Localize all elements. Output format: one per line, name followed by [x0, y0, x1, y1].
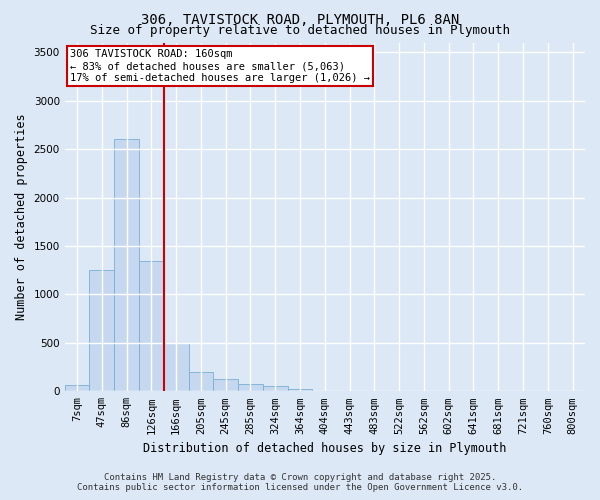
Bar	[287, 390, 313, 392]
Bar	[114, 140, 139, 392]
Text: Contains HM Land Registry data © Crown copyright and database right 2025.
Contai: Contains HM Land Registry data © Crown c…	[77, 473, 523, 492]
Bar	[139, 260, 164, 392]
Y-axis label: Number of detached properties: Number of detached properties	[15, 114, 28, 320]
Bar	[188, 372, 214, 392]
X-axis label: Distribution of detached houses by size in Plymouth: Distribution of detached houses by size …	[143, 442, 506, 455]
Bar	[164, 343, 188, 392]
Bar	[214, 378, 238, 392]
Bar	[65, 386, 89, 392]
Bar	[238, 384, 263, 392]
Bar	[263, 386, 287, 392]
Text: Size of property relative to detached houses in Plymouth: Size of property relative to detached ho…	[90, 24, 510, 37]
Text: 306, TAVISTOCK ROAD, PLYMOUTH, PL6 8AN: 306, TAVISTOCK ROAD, PLYMOUTH, PL6 8AN	[141, 12, 459, 26]
Bar	[89, 270, 114, 392]
Text: 306 TAVISTOCK ROAD: 160sqm
← 83% of detached houses are smaller (5,063)
17% of s: 306 TAVISTOCK ROAD: 160sqm ← 83% of deta…	[70, 50, 370, 82]
